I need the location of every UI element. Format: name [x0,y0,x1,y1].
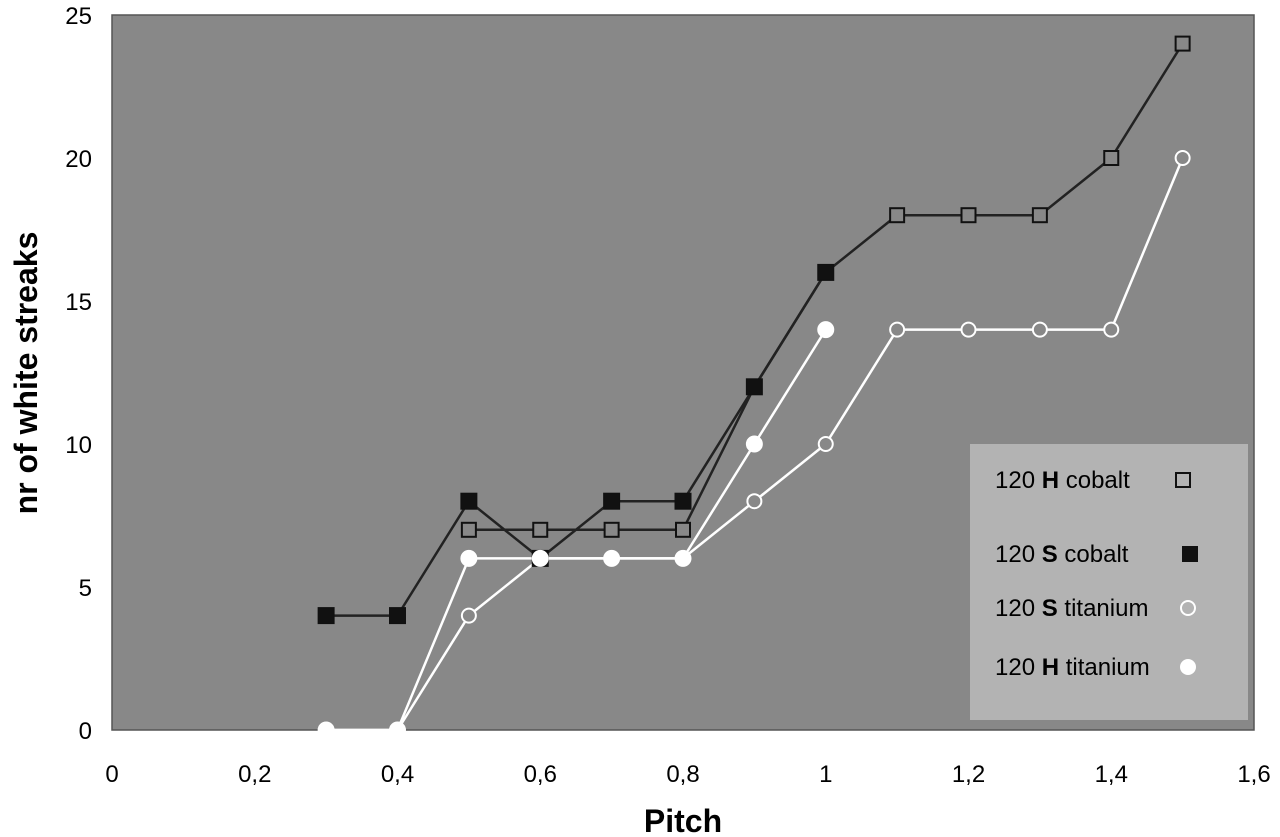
y-tick-label: 25 [65,3,92,30]
120-h-titanium-point [745,435,763,453]
x-tick-label: 1 [819,761,832,788]
x-tick-label: 0,4 [381,761,414,788]
120-s-cobalt-point [745,378,763,396]
x-tick-label: 0,8 [666,761,699,788]
120-h-cobalt-point [1031,207,1048,224]
120-s-titanium-point [817,436,834,452]
legend-symbol-120-s-titanium [1180,600,1196,616]
120-h-cobalt-point [603,521,620,538]
120-h-titanium-point [674,549,692,567]
120-h-titanium-point [460,549,478,567]
x-axis-title: Pitch [644,803,722,837]
120-h-titanium-line [326,328,827,732]
120-s-cobalt-point [460,492,478,510]
series-markers [317,35,1191,739]
y-tick-label: 5 [79,575,92,602]
x-tick-label: 1,4 [1095,761,1128,788]
120-h-cobalt-point [1174,35,1191,52]
legend-label-120-s-titanium: 120 S titanium [995,595,1148,622]
legend-symbol-120-h-titanium [1180,659,1196,675]
120-h-titanium-point [531,549,549,567]
y-tick-label: 10 [65,432,92,459]
legend-box [970,444,1248,720]
120-h-titanium-point [817,321,835,339]
120-s-titanium-point [460,607,477,624]
120-h-cobalt-point [675,521,691,538]
legend: 120 H cobalt 120 S cobalt 120 S titanium 12… [970,444,1248,720]
120-s-titanium-point [746,493,763,510]
120-h-titanium-point [317,721,335,739]
120-h-cobalt-point [460,521,477,538]
legend-symbol-120-h-cobalt [1175,472,1191,488]
120-s-cobalt-point [317,607,335,625]
120-s-titanium-point [1031,321,1048,338]
120-s-titanium-point [1174,150,1191,166]
120-s-cobalt-point [389,607,406,625]
120-h-cobalt-point [889,207,906,224]
120-s-cobalt-point [817,263,835,281]
120-s-titanium-point [960,321,977,338]
y-tick-label: 20 [65,146,92,173]
x-tick-label: 0,2 [238,761,271,788]
legend-symbol-120-s-cobalt [1182,546,1198,562]
x-tick-label: 1,2 [952,761,985,788]
y-tick-label: 0 [79,718,92,745]
120-s-cobalt-line [326,271,827,617]
120-s-titanium-point [1103,321,1120,338]
120-s-cobalt-point [603,492,621,510]
legend-label-120-h-titanium: 120 H titanium [995,654,1150,681]
120-s-cobalt-point [674,492,692,510]
y-axis-title: nr of white streaks [8,232,44,515]
x-tick-label: 0,6 [524,761,557,788]
120-h-titanium-point [389,721,406,739]
axis-ticks: 0 0,2 0,4 0,6 0,8 1 1,2 1,4 1,6 0 5 10 15 20 25 [65,3,1270,788]
y-tick-label: 15 [65,289,92,316]
x-tick-label: 1,6 [1237,761,1270,788]
legend-label-120-s-cobalt: 120 S cobalt [995,541,1129,568]
120-s-titanium-point [889,321,906,338]
legend-label-120-h-cobalt: 120 H cobalt [995,467,1130,494]
120-h-cobalt-point [532,521,549,538]
120-h-cobalt-point [960,207,977,224]
120-h-cobalt-point [1103,150,1120,166]
120-h-titanium-point [603,549,621,567]
x-tick-label: 0 [105,761,118,788]
